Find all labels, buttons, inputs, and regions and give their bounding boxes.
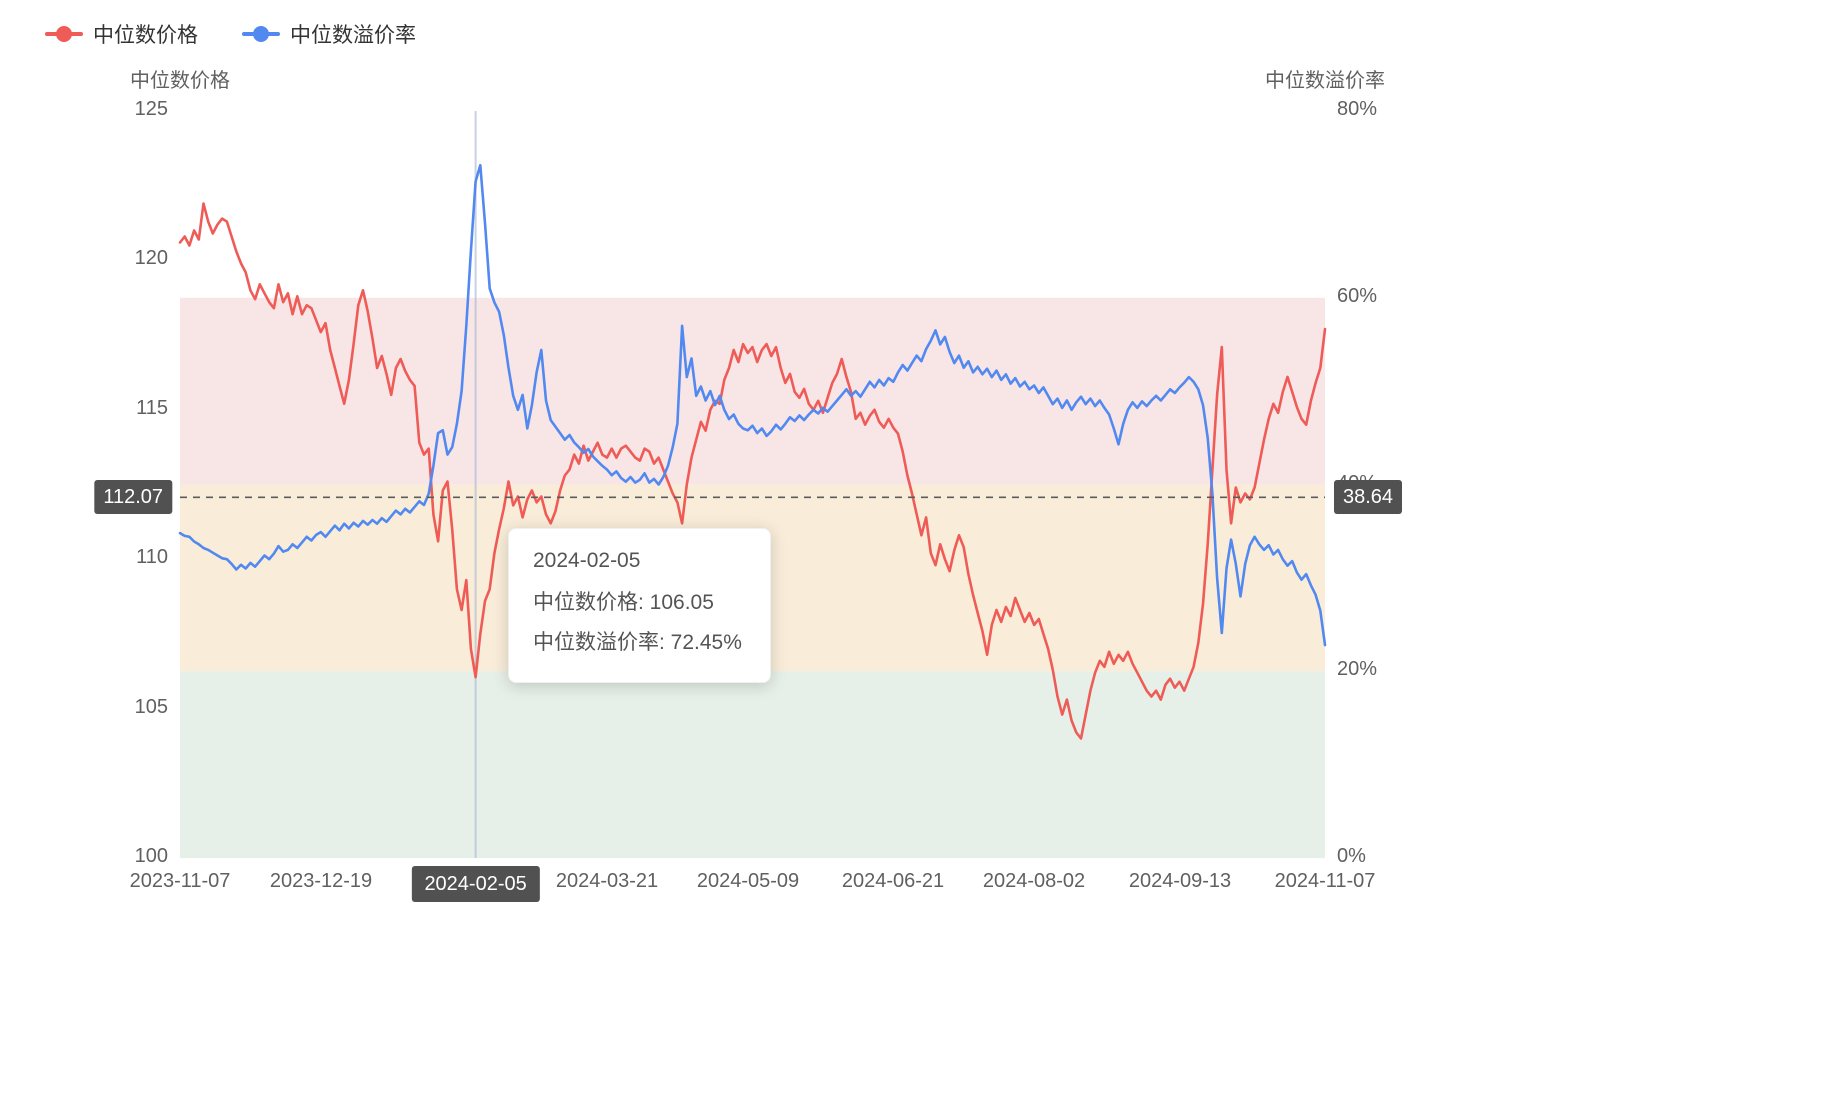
chart-plot-area[interactable]	[180, 111, 1325, 858]
legend-item-median-price[interactable]: 中位数价格	[45, 19, 198, 49]
chart-legend: 中位数价格 中位数溢价率	[45, 19, 416, 49]
x-axis-tick-label: 2024-05-09	[696, 870, 800, 892]
legend-label-median-price: 中位数价格	[93, 24, 198, 47]
zone-band-lower	[180, 671, 1325, 859]
x-axis-tick-label: 2023-12-19	[269, 870, 373, 892]
x-axis-tick-label: 2024-11-07	[1274, 870, 1376, 892]
tooltip-row-median-premium-rate: 中位数溢价率: 72.45%	[533, 631, 742, 655]
blue-line-dot-marker-icon	[242, 26, 280, 42]
red-line-dot-marker-icon	[45, 26, 83, 42]
right-axis-tick-label: 0%	[1337, 845, 1366, 867]
x-axis-tick-label: 2024-08-02	[982, 870, 1086, 892]
left-axis-title: 中位数价格	[130, 70, 230, 92]
right-axis-tick-label: 80%	[1337, 98, 1378, 120]
legend-label-median-premium-rate: 中位数溢价率	[290, 24, 416, 47]
chart-tooltip: 2024-02-05 中位数价格: 106.05 中位数溢价率: 72.45%	[508, 528, 771, 683]
left-axis-tick-label: 100	[134, 845, 168, 867]
x-axis-tick-label: 2023-11-07	[129, 870, 231, 892]
right-axis-tick-label: 60%	[1337, 285, 1378, 307]
tooltip-date: 2024-02-05	[533, 549, 641, 572]
series-line-median-premium-rate	[178, 163, 1327, 647]
legend-item-median-premium-rate[interactable]: 中位数溢价率	[242, 19, 416, 49]
left-axis-tick-label: 110	[136, 546, 168, 568]
tooltip-row-median-price: 中位数价格: 106.05	[533, 591, 714, 614]
left-axis-tick-label: 105	[134, 696, 168, 718]
reference-line-left-value-badge: 112.07	[94, 480, 172, 515]
x-axis-tick-label: 2024-09-13	[1128, 870, 1232, 892]
x-axis-tick-label: 2024-03-21	[555, 870, 659, 892]
reference-line-right-value-badge: 38.64	[1334, 480, 1403, 515]
right-axis-title: 中位数溢价率	[1265, 70, 1385, 92]
left-axis-tick-label: 120	[134, 247, 168, 269]
series-line-median-price	[178, 202, 1327, 740]
x-axis-tick-label: 2024-06-21	[841, 870, 945, 892]
right-axis-tick-label: 20%	[1337, 658, 1378, 680]
x-axis-pointer-label: 2024-02-05	[411, 866, 540, 902]
left-axis-tick-label: 125	[134, 98, 168, 120]
left-axis-tick-label: 115	[136, 397, 168, 419]
